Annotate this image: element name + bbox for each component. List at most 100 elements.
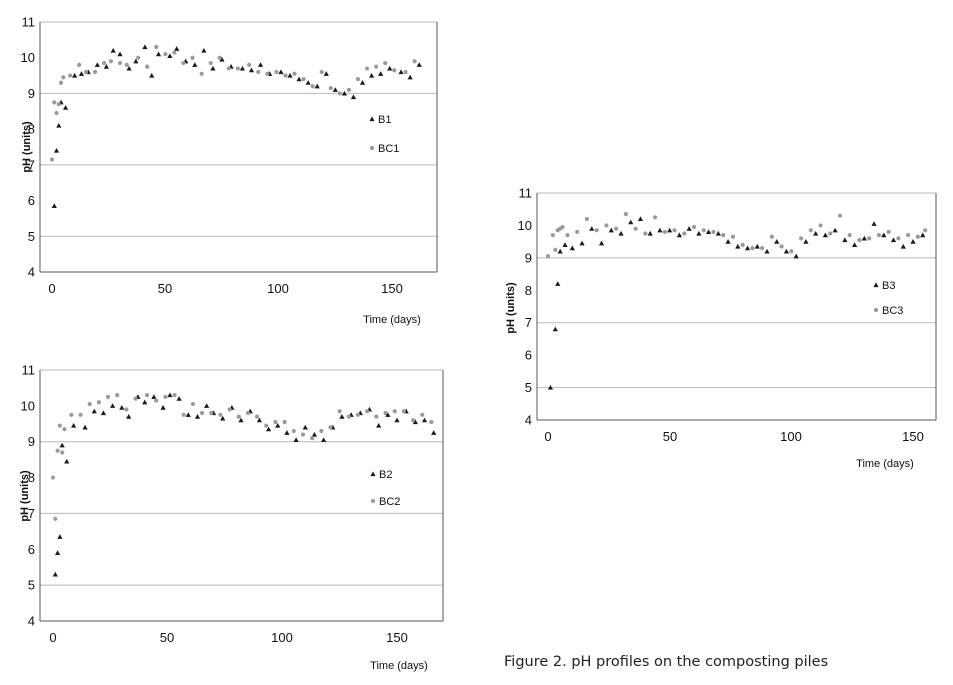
x-tick-label: 50: [663, 429, 677, 444]
point-bc2: [133, 396, 138, 401]
point-b2: [220, 415, 226, 421]
point-b2: [256, 417, 262, 423]
point-b1: [387, 65, 393, 71]
point-bc2: [55, 448, 60, 453]
x-axis-label: Time (days): [363, 314, 421, 326]
point-bc3: [553, 247, 558, 252]
point-bc2: [62, 427, 67, 432]
point-bc1: [383, 60, 388, 66]
point-b3: [783, 248, 790, 254]
point-bc3: [818, 223, 823, 228]
point-bc2: [346, 414, 351, 419]
point-b2: [160, 405, 166, 410]
point-b2: [265, 426, 272, 432]
point-bc1: [83, 69, 89, 75]
point-b1: [133, 58, 139, 64]
point-bc2: [115, 393, 120, 398]
point-bc1: [117, 60, 123, 66]
point-b2: [119, 405, 125, 410]
point-bc1: [58, 80, 64, 85]
point-b3: [890, 237, 897, 243]
point-b2: [126, 414, 132, 419]
point-b2: [54, 550, 61, 555]
point-bc3: [837, 213, 843, 218]
point-b1: [126, 65, 132, 71]
point-bc2: [227, 407, 232, 412]
point-b1: [398, 69, 404, 75]
point-bc3: [691, 224, 697, 230]
point-bc2: [190, 401, 195, 407]
point-bc3: [740, 242, 745, 247]
point-bc3: [575, 229, 580, 235]
point-bc2: [429, 419, 434, 425]
point-bc1: [199, 71, 204, 76]
point-bc3: [857, 237, 862, 243]
point-bc2: [319, 428, 324, 434]
point-b2: [339, 414, 345, 419]
legend-label-bc3: BC3: [882, 305, 903, 317]
point-b3: [803, 239, 809, 244]
point-b2: [59, 442, 65, 448]
point-bc1: [77, 62, 82, 67]
point-bc2: [154, 398, 159, 403]
x-tick-label: 50: [158, 281, 172, 296]
point-b3: [579, 240, 585, 246]
point-b3: [647, 230, 653, 236]
x-tick-label: 0: [544, 429, 551, 444]
point-b3: [657, 227, 663, 233]
x-tick-label: 50: [160, 630, 174, 645]
point-b1: [63, 105, 69, 110]
point-bc1: [136, 55, 141, 60]
figure-caption: Figure 2. pH profiles on the composting …: [504, 654, 829, 670]
point-b1: [56, 122, 62, 128]
y-tick-label: 8: [28, 470, 35, 485]
point-bc1: [265, 71, 270, 76]
point-b1: [341, 90, 347, 96]
point-bc3: [906, 233, 911, 238]
point-bc2: [209, 410, 214, 416]
chart-pile3: 4 5 6 7 8 9 10 11 0 50 100 150 Time (days) pH (units)…: [505, 186, 937, 470]
point-b2: [110, 403, 116, 408]
point-bc1: [102, 60, 107, 66]
point-b3: [900, 243, 906, 249]
point-bc3: [847, 233, 852, 238]
point-bc2: [401, 409, 406, 414]
point-b1: [296, 76, 302, 82]
legend-marker-b3: [873, 282, 879, 288]
point-b3: [744, 245, 751, 251]
point-b2: [421, 417, 428, 423]
point-bc2: [355, 412, 361, 417]
x-tick-label: 150: [902, 429, 924, 444]
y-axis-label: pH (units): [19, 470, 31, 522]
point-bc1: [56, 102, 61, 107]
legend-marker-bc3: [873, 307, 879, 313]
point-bc2: [300, 432, 306, 437]
point-bc2: [172, 393, 177, 398]
y-tick-label: 8: [525, 283, 532, 298]
point-bc3: [789, 249, 794, 254]
point-b2: [194, 414, 201, 419]
y-tick-label: 6: [525, 348, 532, 363]
y-tick-label: 11: [519, 186, 533, 201]
point-bc3: [711, 229, 716, 235]
point-bc1: [392, 68, 397, 73]
point-b3: [696, 230, 702, 236]
y-tick-label: 7: [28, 157, 35, 172]
point-b3: [715, 230, 721, 236]
point-bc2: [181, 412, 186, 417]
point-b3: [793, 253, 799, 259]
point-bc2: [236, 414, 241, 419]
legend-marker-b2: [370, 471, 376, 477]
y-tick-label: 11: [22, 15, 36, 30]
point-bc3: [550, 233, 555, 238]
point-b1: [407, 74, 413, 80]
point-b1: [248, 67, 255, 73]
point-bc3: [682, 231, 687, 236]
point-b2: [412, 419, 418, 425]
point-bc1: [301, 77, 306, 82]
point-b3: [628, 219, 634, 225]
point-b2: [275, 422, 281, 428]
point-b2: [204, 403, 210, 408]
point-b3: [910, 239, 916, 244]
